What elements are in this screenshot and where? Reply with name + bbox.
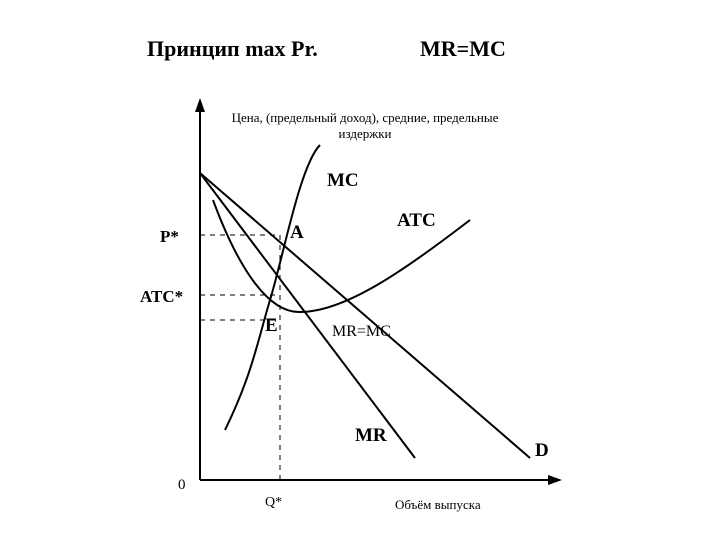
label-a: A xyxy=(290,222,304,244)
curve-d xyxy=(200,173,530,458)
pstar-label: P* xyxy=(160,227,179,247)
x-axis-label: Объём выпуска xyxy=(395,497,481,513)
label-mrmc: MR=MC xyxy=(332,323,391,341)
chart-svg xyxy=(0,0,720,540)
y-axis-label: Цена, (предельный доход), средние, преде… xyxy=(205,110,525,143)
label-atc: ATC xyxy=(397,210,436,232)
qstar-label: Q* xyxy=(265,495,282,511)
label-mc: MC xyxy=(327,170,359,192)
x-axis-arrow xyxy=(548,475,562,485)
label-mr: MR xyxy=(355,425,387,447)
guides xyxy=(200,235,280,480)
diagram-root: Принцип max Pr. MR=MC xyxy=(0,0,720,540)
y-axis-arrow xyxy=(195,98,205,112)
label-e: E xyxy=(265,315,278,337)
curves xyxy=(200,145,530,458)
label-d: D xyxy=(535,440,549,462)
origin-label: 0 xyxy=(178,477,186,494)
atcstar-label: ATC* xyxy=(140,287,183,307)
curve-mc xyxy=(225,145,320,430)
